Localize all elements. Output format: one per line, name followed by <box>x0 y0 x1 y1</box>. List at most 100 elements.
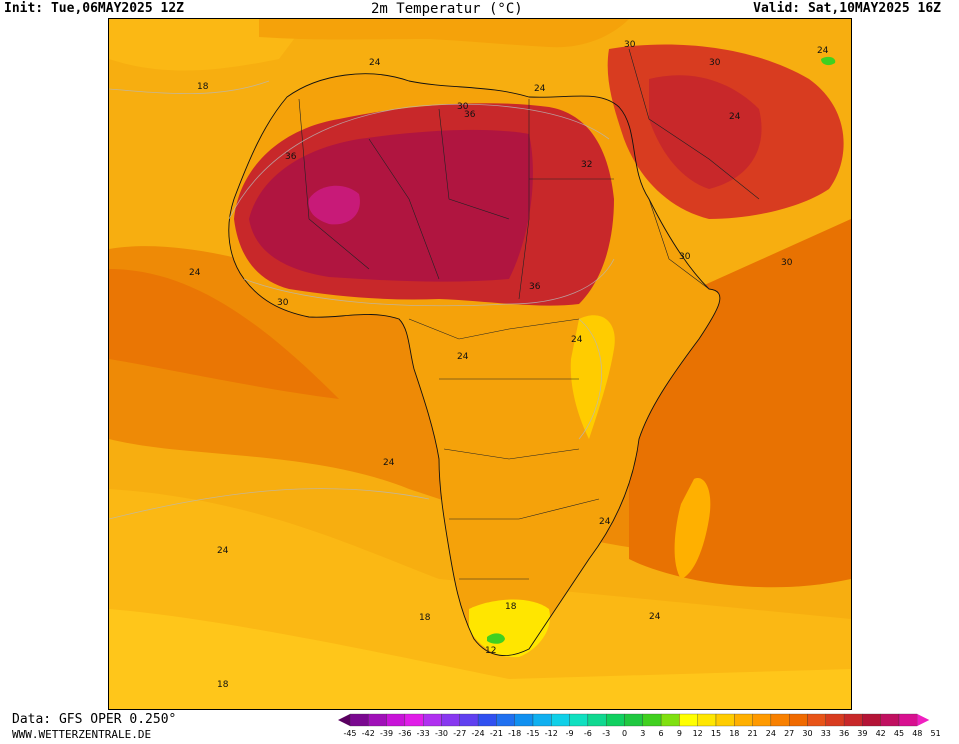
legend-swatch <box>386 713 406 727</box>
legend-tick-label: -3 <box>602 729 610 738</box>
legend-swatch <box>660 713 680 727</box>
legend-tick-label: -42 <box>362 729 375 738</box>
svg-text:18: 18 <box>217 680 229 690</box>
country-borders <box>298 48 760 580</box>
legend-tick-label: -15 <box>526 729 539 738</box>
legend-tick-label: -30 <box>435 729 448 738</box>
legend-tick-label: -39 <box>380 729 393 738</box>
legend-tick-label: 42 <box>876 729 886 738</box>
legend-tick-label: -33 <box>417 729 430 738</box>
southern-ocean-cool <box>109 609 851 709</box>
legend-swatch <box>715 713 735 727</box>
legend-swatch <box>679 713 698 727</box>
legend-tick-label: 0 <box>622 729 627 738</box>
sahara-hotter-core <box>249 129 533 282</box>
svg-text:24: 24 <box>189 268 201 278</box>
legend-tick-label: -6 <box>584 729 592 738</box>
svg-text:18: 18 <box>419 613 431 623</box>
data-source-label: Data: GFS OPER 0.250° <box>12 712 177 727</box>
legend-tick-label: -36 <box>398 729 411 738</box>
legend-swatch <box>532 713 552 727</box>
sahara-hottest-spot <box>308 185 360 225</box>
legend-swatch <box>697 713 717 727</box>
legend-swatch <box>807 713 826 727</box>
southern-africa-cool <box>469 599 550 658</box>
legend-swatch <box>459 713 479 727</box>
svg-text:36: 36 <box>285 152 297 162</box>
svg-text:24: 24 <box>457 352 469 362</box>
legend-swatch <box>734 713 753 727</box>
svg-text:18: 18 <box>505 602 517 612</box>
legend-tick-label: 18 <box>729 729 739 738</box>
svg-text:24: 24 <box>649 612 661 622</box>
svg-text:24: 24 <box>217 546 229 556</box>
svg-text:32: 32 <box>581 160 592 170</box>
legend-swatch <box>898 713 918 727</box>
atlantic-warm <box>109 269 339 399</box>
svg-text:30: 30 <box>624 40 636 50</box>
caspian-cold-spot <box>821 56 836 66</box>
legend-swatch <box>496 713 515 727</box>
legend-tick-label: 51 <box>931 729 941 738</box>
legend-arrow-right <box>917 714 930 726</box>
legend-arrow-left <box>338 714 350 726</box>
legend-tick-label: -18 <box>508 729 521 738</box>
southern-europe <box>259 19 629 48</box>
svg-text:18: 18 <box>197 82 209 92</box>
color-scale-legend: -45 -42 -39 -36 -33 -30 -27 -24 -21 -18 -15 -12 -9 -6… <box>338 712 958 740</box>
contour-value-labels: 18 24 30 36 36 30 24 24 30 24 32 36 30 3… <box>189 40 829 690</box>
legend-swatch <box>368 713 387 727</box>
svg-text:30: 30 <box>277 298 289 308</box>
legend-tick-label: 36 <box>839 729 849 738</box>
contour-lines <box>109 80 615 520</box>
legend-tick-label: 30 <box>802 729 812 738</box>
legend-swatch <box>606 713 625 727</box>
svg-text:24: 24 <box>383 458 395 468</box>
svg-text:30: 30 <box>679 252 691 262</box>
legend-tick-label: -45 <box>343 729 356 738</box>
legend-tick-label: 9 <box>677 729 682 738</box>
legend-swatch <box>349 713 369 727</box>
africa-coastline <box>228 73 721 656</box>
legend-tick-label: 12 <box>693 729 703 738</box>
legend-tick-label: 33 <box>821 729 831 738</box>
cape-cold-spot <box>487 633 505 644</box>
svg-text:12: 12 <box>485 646 496 656</box>
legend-swatch <box>843 713 863 727</box>
legend-tick-label: -12 <box>545 729 558 738</box>
svg-text:30: 30 <box>709 58 721 68</box>
init-time-label: Init: Tue,06MAY2025 12Z <box>4 1 185 16</box>
legend-tick-label: -27 <box>453 729 466 738</box>
legend-swatch <box>770 713 790 727</box>
legend-tick-label: 21 <box>748 729 758 738</box>
legend-swatch <box>441 713 460 727</box>
temperature-map[interactable]: 18 24 30 36 36 30 24 24 30 24 32 36 30 3… <box>108 18 852 710</box>
legend-swatch <box>642 713 662 727</box>
website-label: WWW.WETTERZENTRALE.DE <box>12 728 152 741</box>
legend-swatch <box>587 713 607 727</box>
legend-tick-label: 48 <box>912 729 922 738</box>
legend-tick-label: 3 <box>640 729 645 738</box>
madagascar <box>674 478 711 579</box>
svg-text:24: 24 <box>534 84 546 94</box>
svg-text:24: 24 <box>571 335 583 345</box>
legend-tick-label: 27 <box>784 729 794 738</box>
svg-text:30: 30 <box>781 258 793 268</box>
legend-swatch <box>551 713 570 727</box>
svg-text:24: 24 <box>369 58 381 68</box>
legend-swatch <box>825 713 845 727</box>
legend-swatch <box>752 713 772 727</box>
legend-swatch <box>477 713 497 727</box>
legend-swatch <box>404 713 424 727</box>
legend-tick-label: 45 <box>894 729 904 738</box>
svg-text:36: 36 <box>529 282 541 292</box>
east-africa-highlands <box>570 315 615 439</box>
legend-tick-label: -24 <box>472 729 485 738</box>
legend-tick-label: 6 <box>659 729 664 738</box>
svg-text:24: 24 <box>817 46 829 56</box>
svg-text:36: 36 <box>464 110 476 120</box>
legend-swatch <box>789 713 808 727</box>
svg-text:24: 24 <box>729 112 741 122</box>
arabia-hot-core <box>649 75 762 189</box>
svg-text:24: 24 <box>599 517 611 527</box>
